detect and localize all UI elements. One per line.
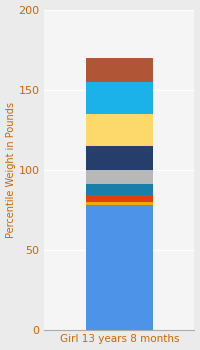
Bar bbox=[86, 169, 153, 184]
Bar bbox=[86, 195, 153, 202]
Bar bbox=[86, 113, 153, 146]
Bar bbox=[86, 202, 153, 205]
Bar bbox=[86, 205, 153, 330]
Y-axis label: Percentile Weight in Pounds: Percentile Weight in Pounds bbox=[6, 102, 16, 238]
Bar bbox=[86, 146, 153, 169]
Bar bbox=[86, 57, 153, 82]
Bar bbox=[86, 82, 153, 113]
Bar bbox=[86, 184, 153, 195]
